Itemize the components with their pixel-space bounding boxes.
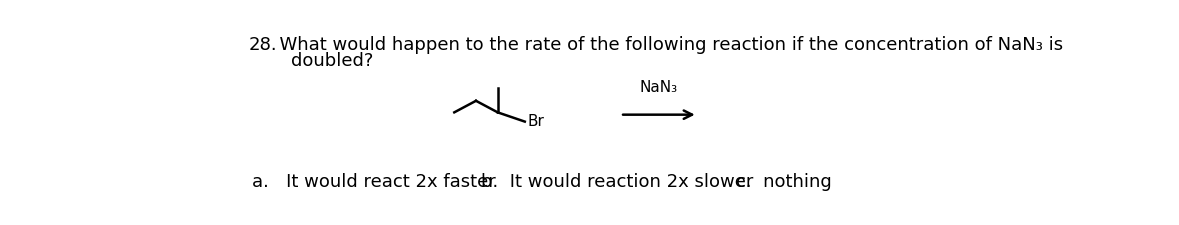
Text: a.   It would react 2x faster: a. It would react 2x faster (252, 173, 495, 191)
Text: b.  It would reaction 2x slower: b. It would reaction 2x slower (481, 173, 753, 191)
Text: c.  nothing: c. nothing (737, 173, 832, 191)
Text: Br: Br (527, 113, 544, 128)
Text: 28.: 28. (248, 36, 277, 54)
Text: NaN₃: NaN₃ (640, 79, 678, 94)
Text: What would happen to the rate of the following reaction if the concentration of : What would happen to the rate of the fol… (268, 36, 1062, 54)
Text: doubled?: doubled? (268, 52, 373, 70)
